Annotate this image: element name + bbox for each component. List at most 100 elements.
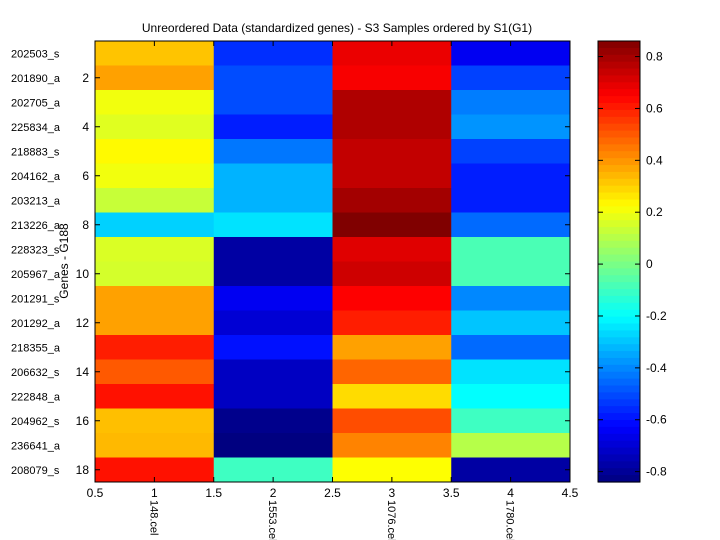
heatmap-cell — [332, 261, 452, 287]
colorbar-segment — [598, 68, 640, 77]
heatmap-cell — [213, 139, 333, 164]
gene-label: 236641_a — [11, 440, 61, 452]
gene-label: 201291_s — [11, 293, 60, 305]
colorbar-segment — [598, 302, 640, 311]
heatmap-cell — [332, 433, 452, 458]
heatmap-cell — [95, 188, 215, 213]
colorbar-segment — [598, 171, 640, 180]
colorbar-segment — [598, 130, 640, 139]
heatmap-cell — [213, 90, 333, 115]
colorbar-segment — [598, 158, 640, 166]
gene-label: 208079_s — [11, 465, 60, 477]
colorbar-segment — [598, 137, 640, 145]
colorbar-segment — [598, 399, 640, 407]
heatmap-cell — [95, 212, 215, 238]
colorbar-segment — [598, 192, 640, 201]
colorbar-segment — [598, 364, 640, 373]
colorbar-segment — [598, 344, 640, 352]
gene-label: 228323_s — [11, 244, 60, 256]
x-tick-label: 4 — [507, 486, 514, 500]
colorbar-segment — [598, 220, 640, 228]
colorbar-segment — [598, 178, 640, 187]
heatmap-cell — [451, 408, 571, 434]
colorbar-segment — [598, 475, 640, 483]
colorbar-tick-label: 0.4 — [646, 153, 663, 167]
sample-label: 1076.cel — [385, 500, 397, 540]
heatmap-cell — [213, 114, 333, 140]
colorbar-segment — [598, 406, 640, 414]
heatmap-cell — [332, 335, 452, 360]
gene-label: 204962_s — [11, 416, 60, 428]
sample-labels: 148.cel 1553.cel 1076.cel 1780.cel — [147, 500, 515, 540]
colorbar-segment — [598, 116, 640, 125]
colorbar-segment — [598, 357, 640, 366]
colorbar-segment — [598, 309, 640, 318]
heatmap-cell — [95, 335, 215, 360]
x-tick-label: 3.5 — [443, 486, 460, 500]
gene-label: 201890_a — [11, 73, 61, 85]
heatmap-cell — [332, 90, 452, 115]
heatmap-cell — [95, 90, 215, 115]
colorbar-segment — [598, 351, 640, 359]
heatmap-cell — [332, 212, 452, 238]
colorbar-segment — [598, 75, 640, 83]
heatmap-cell — [213, 384, 333, 409]
colorbar-segment — [598, 447, 640, 456]
colorbar-segment — [598, 247, 640, 256]
heatmap-cell — [213, 188, 333, 213]
colorbar-segment — [598, 316, 640, 325]
colorbar-segment — [598, 144, 640, 152]
gene-label: 222848_a — [11, 391, 61, 403]
heatmap-cell — [95, 261, 215, 287]
colorbar-segment — [598, 440, 640, 449]
x-tick-label: 1.5 — [205, 486, 222, 500]
chart-title: Unreordered Data (standardized genes) - … — [142, 21, 532, 35]
y-tick-label: 14 — [76, 365, 90, 379]
heatmap-cell — [451, 384, 571, 409]
colorbar-segment — [598, 385, 640, 394]
colorbar-segment — [598, 433, 640, 442]
heatmap-cell — [213, 261, 333, 287]
y-axis: 2 4 6 8 10 12 14 16 18 — [76, 71, 570, 477]
heatmap-cell — [451, 286, 571, 311]
x-tick-label: 3 — [389, 486, 396, 500]
colorbar-tick-label: 0 — [646, 257, 653, 271]
colorbar-segment — [598, 206, 640, 214]
heatmap-cell — [451, 261, 571, 287]
colorbar-segment — [598, 454, 640, 462]
heatmap-cell — [451, 114, 571, 140]
heatmap-cell — [451, 90, 571, 115]
x-tick-label: 0.5 — [87, 486, 104, 500]
x-tick-label: 1 — [151, 486, 158, 500]
heatmap-cell — [95, 408, 215, 434]
heatmap-cell — [95, 237, 215, 262]
heatmap-cell — [451, 237, 571, 262]
heatmap-cell — [213, 359, 333, 385]
colorbar-segment — [598, 461, 640, 469]
heatmap-cell — [213, 310, 333, 336]
colorbar-segment — [598, 426, 640, 435]
y-tick-label: 4 — [82, 120, 89, 134]
heatmap-cell — [95, 286, 215, 311]
colorbar-segment — [598, 41, 640, 49]
gene-label: 204162_a — [11, 171, 61, 183]
heatmap-cell — [95, 433, 215, 458]
colorbar-segment — [598, 392, 640, 400]
heatmap-cell — [95, 310, 215, 336]
y-tick-label: 10 — [76, 267, 90, 281]
heatmap-cell — [213, 65, 333, 91]
colorbar-segment — [598, 213, 640, 221]
y-tick-label: 12 — [76, 316, 90, 330]
y-axis-label: Genes - G188 — [57, 223, 71, 299]
colorbar-tick-label: 0.2 — [646, 205, 663, 219]
colorbar-segment — [598, 323, 640, 332]
colorbar-segment — [598, 295, 640, 304]
colorbar-segment — [598, 233, 640, 242]
sample-label: 148.cel — [147, 500, 159, 535]
colorbar-segment — [598, 261, 640, 269]
heatmap-cell — [451, 163, 571, 189]
colorbar-segment — [598, 89, 640, 97]
heatmap-cell — [213, 408, 333, 434]
gene-label: 203213_a — [11, 195, 61, 207]
